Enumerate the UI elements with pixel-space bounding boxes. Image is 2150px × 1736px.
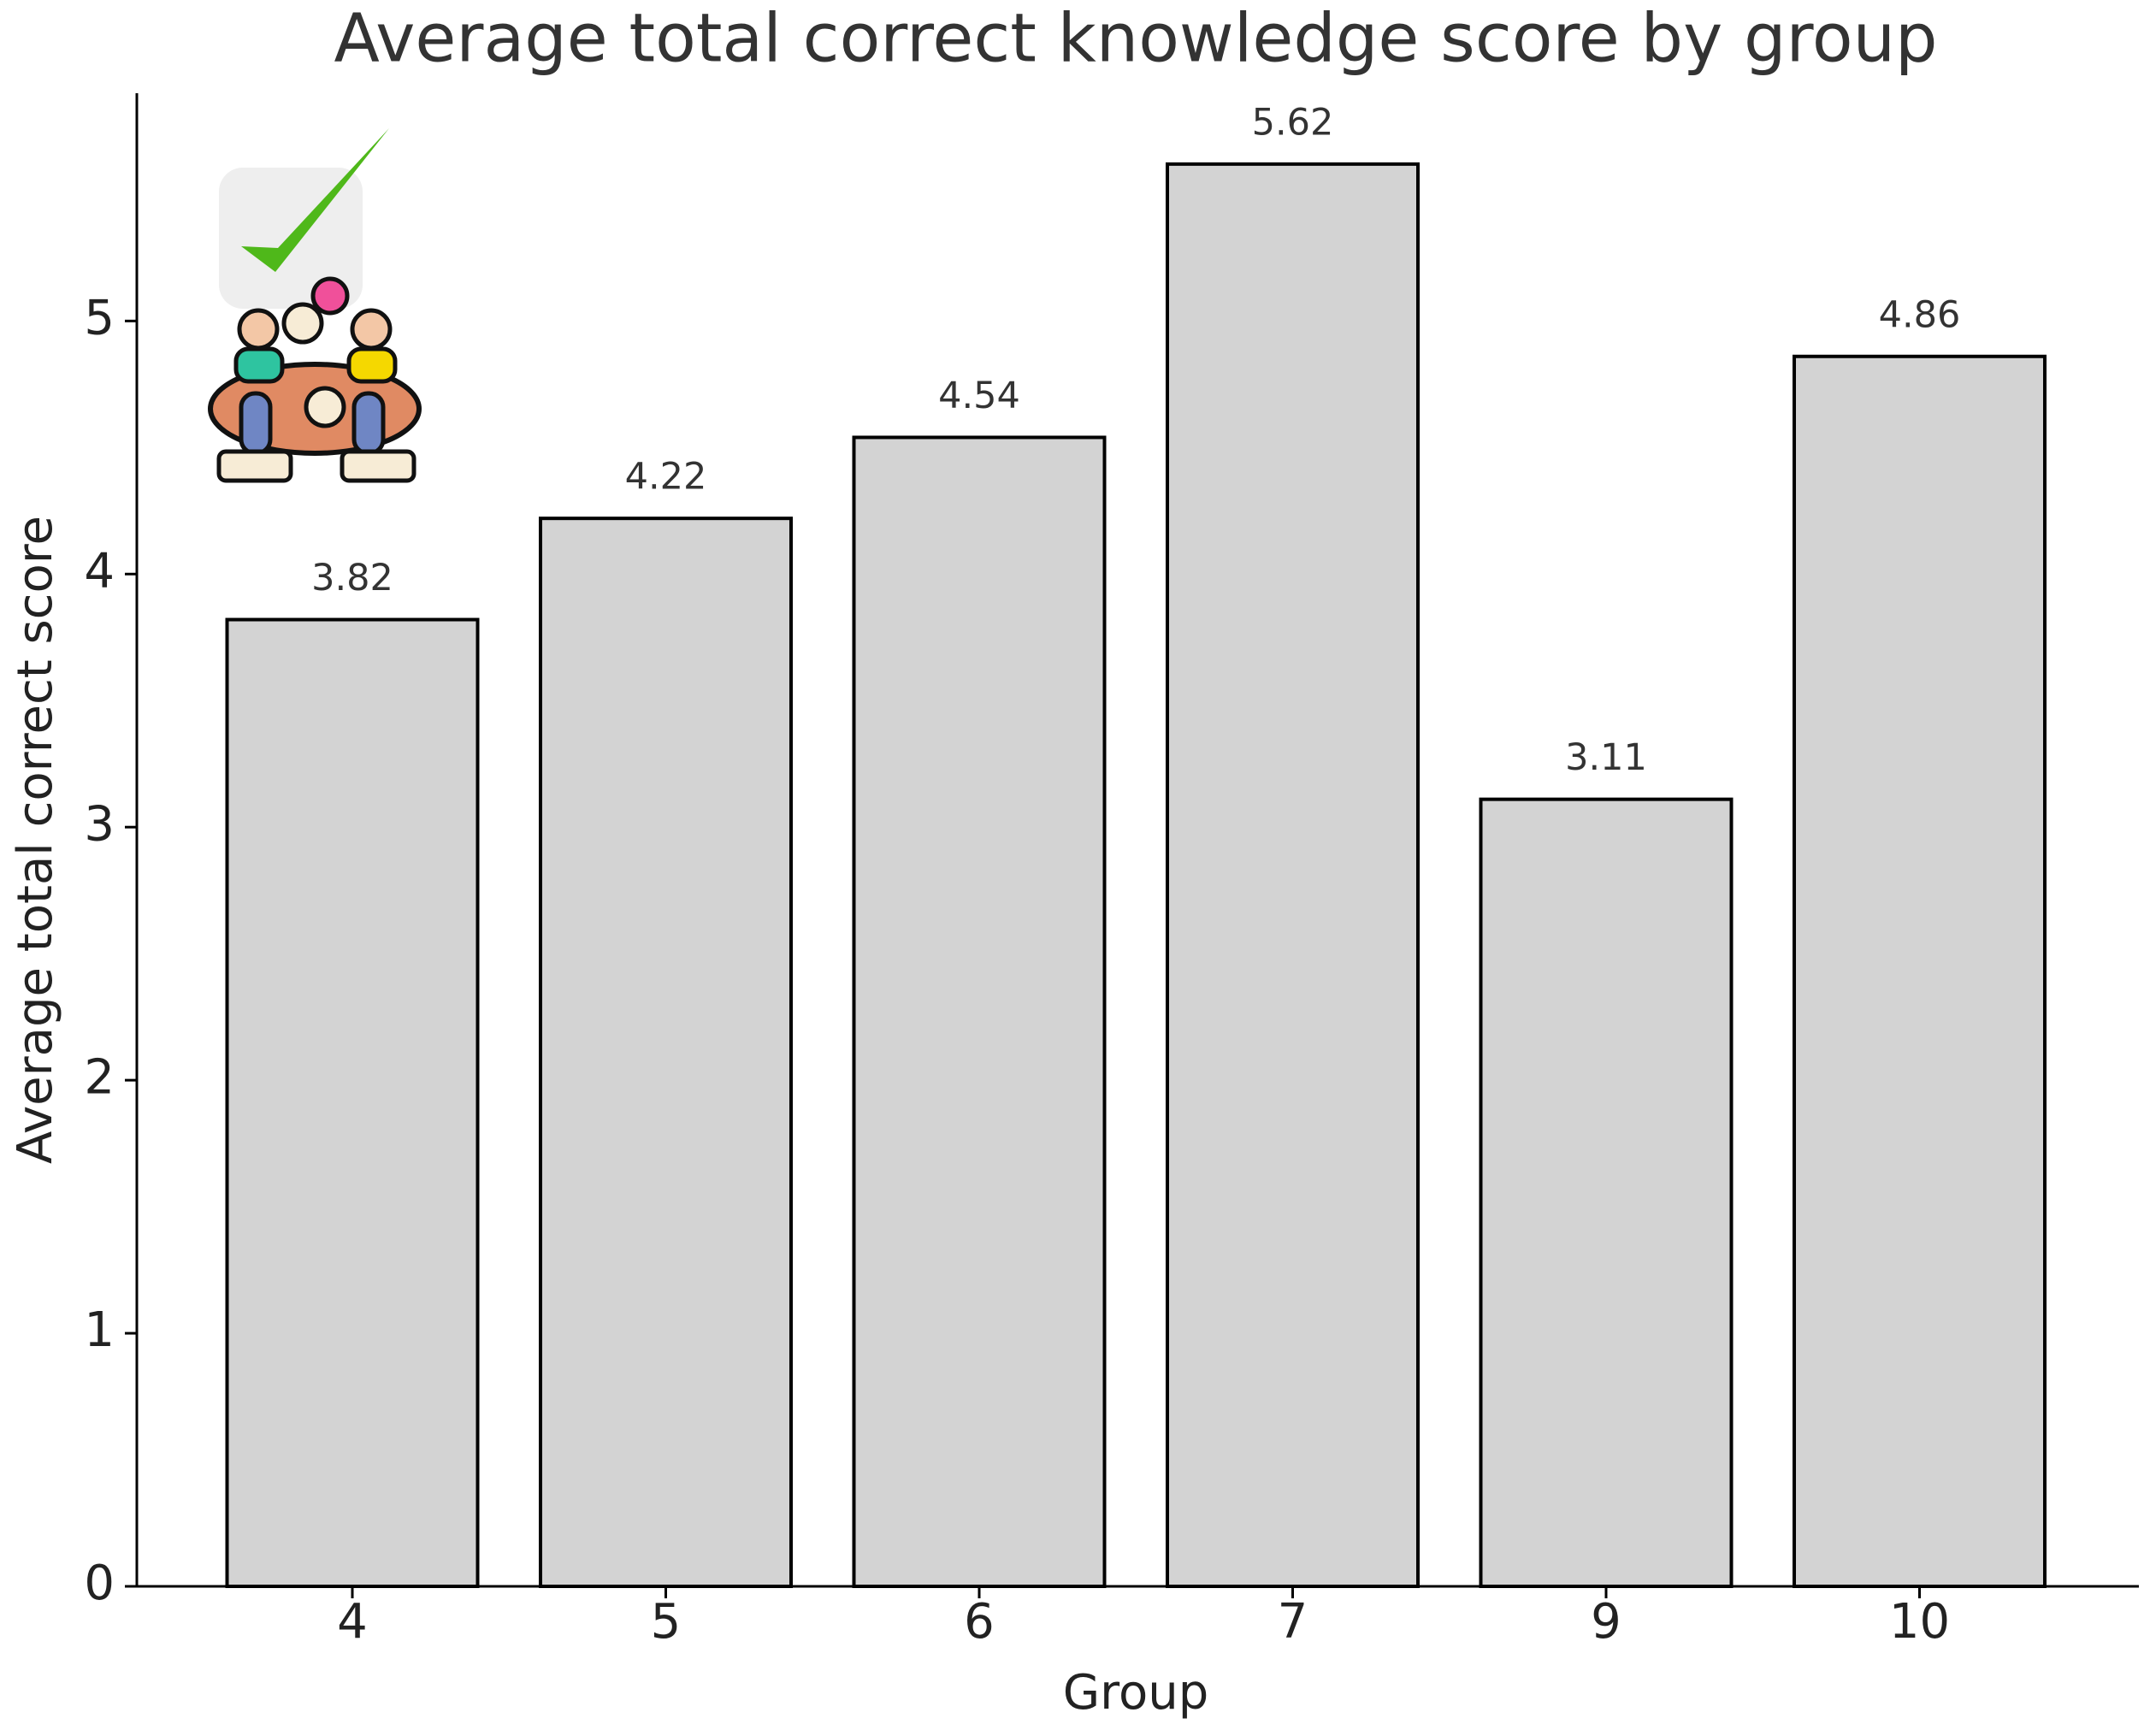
x-tick-label: 10 xyxy=(1889,1594,1950,1650)
x-tick-label: 5 xyxy=(651,1594,682,1650)
bar xyxy=(1479,797,1734,1588)
y-tick-label: 4 xyxy=(84,543,115,599)
value-label: 4.22 xyxy=(625,456,707,499)
y-tick-label: 3 xyxy=(84,796,115,852)
chart-title: Average total correct knowledge score by… xyxy=(334,0,1937,77)
value-label: 3.11 xyxy=(1565,736,1647,779)
x-tick-label: 7 xyxy=(1278,1594,1308,1650)
y-tick-label: 2 xyxy=(84,1049,115,1105)
value-label: 3.82 xyxy=(311,557,393,599)
bar xyxy=(225,617,480,1589)
value-label: 4.86 xyxy=(1879,293,1961,336)
x-tick-label: 6 xyxy=(964,1594,995,1650)
y-tick-label: 0 xyxy=(84,1556,115,1611)
x-tick-label: 4 xyxy=(337,1594,368,1650)
y-tick-label: 5 xyxy=(84,290,115,345)
y-tick-label: 1 xyxy=(84,1302,115,1358)
bar xyxy=(1793,354,2047,1588)
group-icon xyxy=(208,128,422,483)
bar xyxy=(852,435,1107,1589)
y-axis-label: Average total correct score xyxy=(8,516,63,1164)
x-tick-label: 9 xyxy=(1591,1594,1621,1650)
value-label: 4.54 xyxy=(938,375,1020,417)
value-label: 5.62 xyxy=(1252,101,1334,144)
x-axis-label: Group xyxy=(1063,1665,1209,1721)
bar xyxy=(1166,162,1420,1589)
bar xyxy=(539,517,793,1588)
